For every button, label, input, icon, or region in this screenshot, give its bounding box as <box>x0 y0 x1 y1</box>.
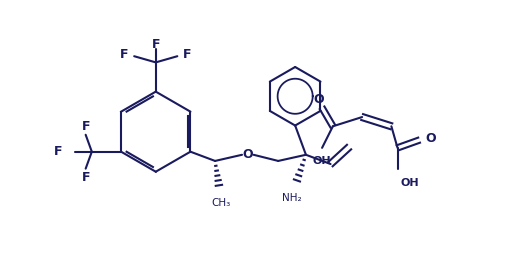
Text: O: O <box>425 132 436 145</box>
Text: O: O <box>242 147 253 161</box>
Text: F: F <box>81 120 90 133</box>
Text: O: O <box>314 93 324 106</box>
Text: F: F <box>54 145 63 158</box>
Text: OH: OH <box>401 178 419 188</box>
Text: F: F <box>120 48 129 61</box>
Text: CH₃: CH₃ <box>212 198 231 208</box>
Text: F: F <box>183 48 191 61</box>
Text: F: F <box>81 171 90 184</box>
Text: OH: OH <box>313 156 331 166</box>
Text: F: F <box>152 38 160 51</box>
Text: NH₂: NH₂ <box>282 193 302 203</box>
